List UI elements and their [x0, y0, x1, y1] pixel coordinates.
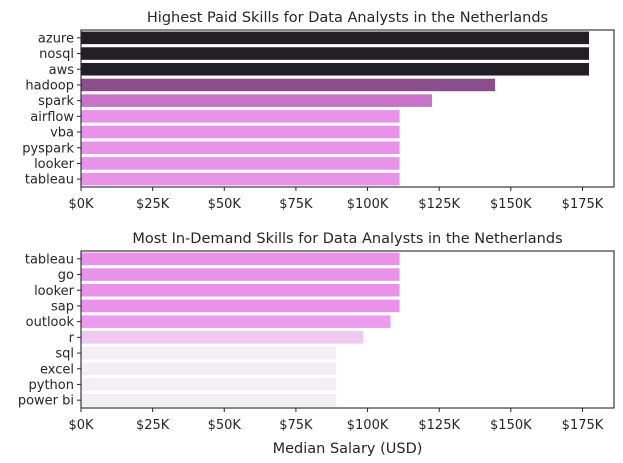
chart-panel-1: Highest Paid Skills for Data Analysts in…	[22, 10, 615, 212]
x-tick-label: $50K	[208, 418, 242, 433]
bar-hadoop	[81, 78, 496, 92]
x-tick-label: $100K	[347, 197, 389, 212]
y-tick-label: spark	[38, 94, 74, 109]
bar-nosql	[81, 47, 590, 60]
plot-frame	[80, 250, 615, 409]
x-tick-label: $175K	[562, 197, 604, 212]
bar-python	[81, 378, 337, 391]
x-tick-label: $150K	[490, 418, 532, 433]
x-tick-label: $0K	[68, 418, 94, 433]
x-tick-label: $100K	[347, 418, 389, 433]
y-tick-label: go	[58, 268, 74, 283]
x-tick-label: $25K	[136, 418, 170, 433]
y-tick-label: tableau	[25, 252, 74, 267]
x-tick-label: $75K	[279, 418, 313, 433]
x-tick-label: $75K	[279, 197, 313, 212]
x-tick-label: $0K	[68, 197, 94, 212]
y-tick-label: outlook	[26, 315, 75, 330]
y-tick-label: looker	[34, 284, 75, 299]
y-tick-label: power bi	[18, 394, 74, 409]
bar-outlook	[81, 315, 391, 328]
chart-panel-2: Most In-Demand Skills for Data Analysts …	[18, 231, 615, 457]
y-tick-label: aws	[49, 63, 75, 78]
bar-airflow	[81, 110, 400, 123]
x-tick-label: $175K	[562, 418, 604, 433]
bar-r	[81, 331, 364, 344]
y-tick-label: sql	[55, 347, 74, 362]
y-tick-label: tableau	[25, 173, 74, 188]
x-tick-label: $125K	[418, 197, 460, 212]
chart-title: Most In-Demand Skills for Data Analysts …	[132, 231, 562, 247]
y-tick-label: hadoop	[25, 78, 74, 93]
bar-looker	[81, 283, 400, 297]
y-tick-label: nosql	[39, 47, 74, 62]
y-tick-label: azure	[38, 31, 74, 46]
bar-looker	[81, 157, 400, 170]
bar-spark	[81, 94, 433, 107]
y-tick-label: python	[29, 378, 74, 393]
bar-go	[81, 268, 400, 281]
x-axis-label: Median Salary (USD)	[273, 441, 423, 457]
bar-azure	[81, 31, 590, 45]
bar-vba	[81, 125, 400, 139]
y-tick-label: looker	[34, 157, 75, 172]
bar-power-bi	[81, 393, 337, 407]
plot-frame	[80, 29, 615, 188]
x-tick-label: $125K	[418, 418, 460, 433]
x-tick-label: $25K	[136, 197, 170, 212]
y-tick-label: r	[69, 331, 75, 346]
chart-title: Highest Paid Skills for Data Analysts in…	[147, 10, 548, 26]
y-tick-label: airflow	[30, 110, 74, 125]
bar-aws	[81, 62, 590, 76]
bar-sql	[81, 346, 337, 360]
x-tick-label: $150K	[490, 197, 532, 212]
bar-tableau	[81, 252, 400, 266]
bar-pyspark	[81, 141, 400, 155]
y-tick-label: pyspark	[22, 141, 74, 156]
y-tick-label: sap	[51, 299, 74, 314]
bar-sap	[81, 299, 400, 313]
y-tick-label: excel	[40, 362, 74, 377]
y-tick-label: vba	[50, 126, 74, 141]
x-tick-label: $50K	[208, 197, 242, 212]
bar-tableau	[81, 172, 400, 186]
bar-excel	[81, 362, 337, 376]
